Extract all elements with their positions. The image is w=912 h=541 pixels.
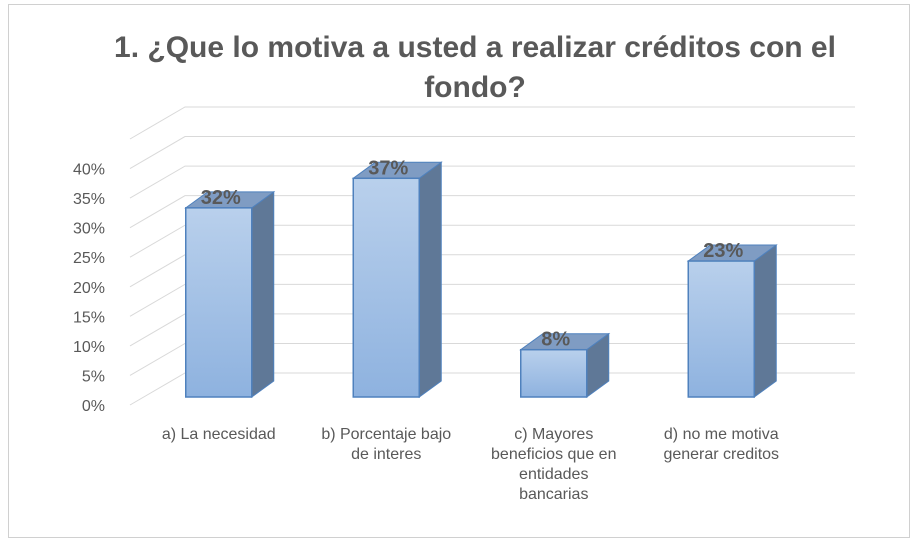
grid-line [129,195,855,229]
grid-line [129,165,855,199]
y-tick-label: 0% [82,398,105,415]
y-tick-label: 35% [73,191,105,208]
bar [185,207,253,398]
bar [352,177,420,398]
y-tick-label: 5% [82,368,105,385]
value-label: 37% [368,157,408,179]
bar-side [418,161,442,398]
bar [687,260,755,398]
chart-title: 1. ¿Que lo motiva a usted a realizar cré… [114,31,836,104]
value-label: 32% [201,187,241,209]
y-tick-label: 25% [73,250,105,267]
y-tick-label: 15% [73,309,105,326]
x-tick-label: c) Mayores beneficios que en entidades b… [491,426,617,503]
x-tick-label: b) Porcentaje bajo de interes [321,426,452,463]
y-tick-label: 30% [73,221,105,238]
bar-side [753,244,777,398]
y-tick-label: 10% [73,339,105,356]
wall-edge [129,106,855,140]
x-tick-label: d) no me motiva generar creditos [663,426,780,463]
grid-line [129,136,855,169]
y-tick-label: 20% [73,280,105,297]
value-label: 23% [703,240,743,262]
bar-side [251,190,275,398]
bar [520,348,588,398]
value-label: 8% [541,329,570,351]
y-tick-label: 40% [73,162,105,179]
x-tick-label: a) La necesidad [161,426,276,443]
